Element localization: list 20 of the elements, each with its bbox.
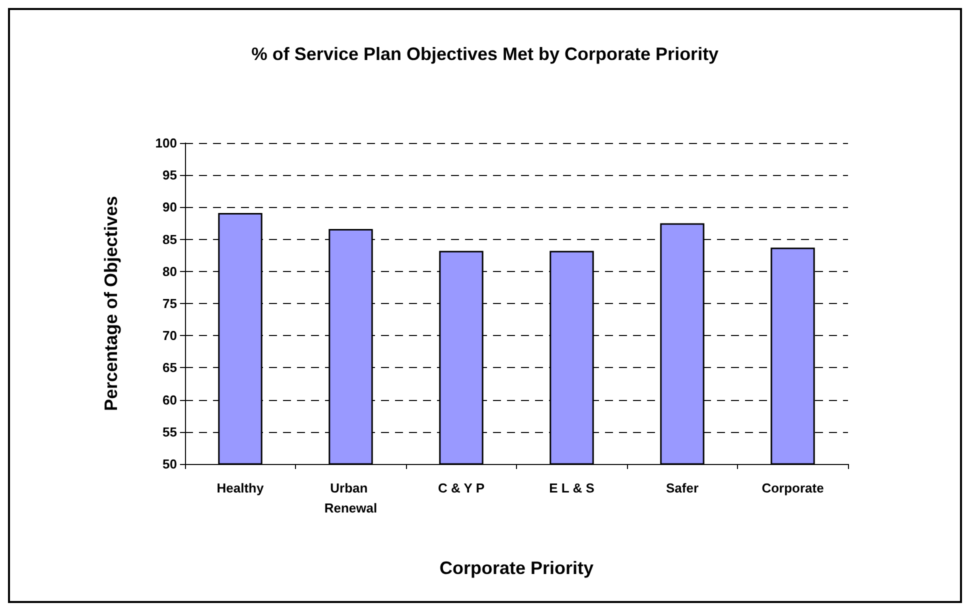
y-tick-label: 90 <box>162 200 177 215</box>
x-tick-label: Corporate <box>762 480 824 496</box>
y-tick-label: 70 <box>162 328 177 344</box>
y-tick-label: 60 <box>162 392 177 408</box>
y-tick-label: 80 <box>162 264 177 279</box>
x-tick-label: Safer <box>666 480 699 496</box>
y-tick-label: 85 <box>162 232 177 247</box>
y-axis-title: Percentage of Objectives <box>101 196 121 412</box>
x-tick-label: E L & S <box>549 480 595 496</box>
y-tick-label: 75 <box>162 296 177 311</box>
x-tick-label: Urban Renewal <box>324 480 378 516</box>
y-tick-label: 65 <box>162 360 177 376</box>
chart-title: % of Service Plan Objectives Met by Corporate Priority <box>251 44 719 64</box>
x-axis-title: Corporate Priority <box>439 558 594 578</box>
y-tick-label: 50 <box>162 456 177 472</box>
y-tick-label: 100 <box>155 136 177 150</box>
x-tick-label: Healthy <box>216 480 264 496</box>
y-tick-label: 55 <box>162 424 177 440</box>
x-tick-label: C & Y P <box>438 480 485 496</box>
y-tick-label: 95 <box>162 168 177 183</box>
